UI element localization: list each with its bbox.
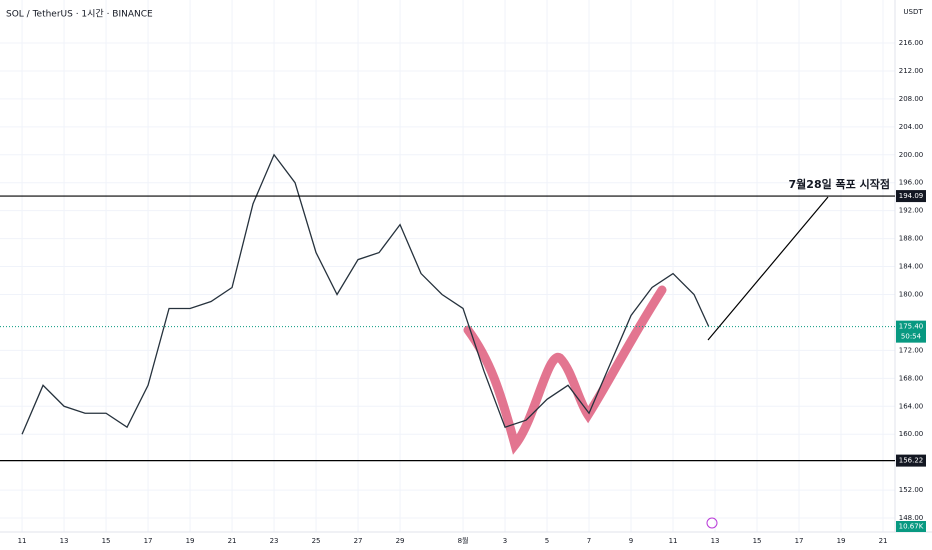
level-label-bg — [896, 190, 926, 203]
x-tick-label: 13 — [60, 537, 69, 545]
y-tick-label: 152.00 — [899, 486, 924, 494]
volume-label-bg — [896, 521, 926, 532]
grid — [0, 0, 895, 532]
x-tick-label: 7 — [587, 537, 591, 545]
level-label: 156.22 — [899, 457, 924, 465]
annotation: 7월28일 폭포 시작점 — [789, 177, 890, 191]
x-tick-label: 8월 — [458, 536, 469, 545]
level-label: 194.09 — [899, 192, 924, 200]
y-tick-label: 204.00 — [899, 123, 924, 131]
y-tick-label: 212.00 — [899, 67, 924, 75]
x-tick-label: 21 — [228, 537, 237, 545]
last-price-bg — [896, 320, 926, 343]
y-tick-label: 168.00 — [899, 374, 924, 382]
trend-line — [707, 196, 829, 341]
x-tick-label: 9 — [629, 537, 633, 545]
x-tick-label: 11 — [18, 537, 27, 545]
y-tick-label: 196.00 — [899, 179, 924, 187]
x-tick-label: 19 — [186, 537, 195, 545]
x-tick-label: 5 — [545, 537, 549, 545]
x-tick-label: 17 — [144, 537, 153, 545]
level-label-bg — [896, 454, 926, 467]
y-tick-label: 160.00 — [899, 430, 924, 438]
last-price-label: 175.40 — [899, 323, 924, 331]
x-tick-label: 25 — [312, 537, 321, 545]
y-tick-label: 200.00 — [899, 151, 924, 159]
y-tick-label: 172.00 — [899, 346, 924, 354]
x-tick-label: 15 — [753, 537, 762, 545]
y-tick-label: 192.00 — [899, 207, 924, 215]
x-tick-label: 29 — [396, 537, 405, 545]
y-tick-label: 184.00 — [899, 263, 924, 271]
x-tick-label: 15 — [102, 537, 111, 545]
volume-label: 10.67K — [899, 523, 924, 531]
x-tick-label: 19 — [837, 537, 846, 545]
x-tick-label: 27 — [354, 537, 363, 545]
x-tick-label: 3 — [503, 537, 507, 545]
y-tick-label: 164.00 — [899, 402, 924, 410]
countdown: 50:54 — [901, 333, 922, 341]
x-tick-label: 21 — [879, 537, 888, 545]
currency: USDT — [903, 8, 923, 16]
y-tick-label: 208.00 — [899, 95, 924, 103]
price-line — [21, 153, 710, 435]
w-pattern-drawing — [463, 285, 667, 455]
y-tick-label: 180.00 — [899, 291, 924, 299]
symbol-title: SOL / TetherUS · 1시간 · BINANCE — [6, 9, 153, 20]
y-tick-label: 216.00 — [899, 39, 924, 47]
y-tick-label: 188.00 — [899, 235, 924, 243]
x-tick-label: 17 — [795, 537, 804, 545]
alert-icon[interactable] — [706, 517, 718, 529]
x-tick-label: 23 — [270, 537, 279, 545]
x-tick-label: 13 — [711, 537, 720, 545]
y-tick-label: 148.00 — [899, 514, 924, 522]
x-tick-label: 11 — [669, 537, 678, 545]
